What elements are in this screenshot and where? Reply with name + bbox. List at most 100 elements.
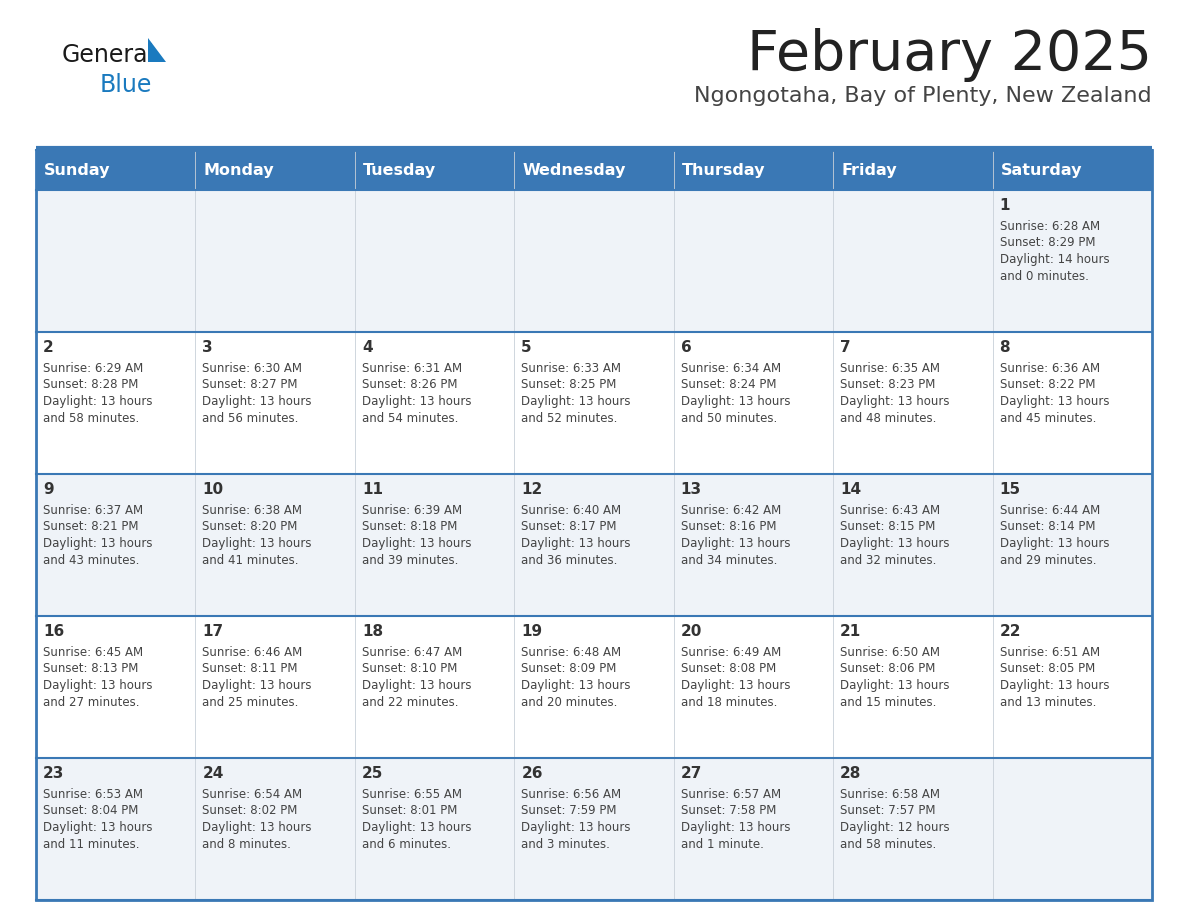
Text: Sunset: 8:27 PM: Sunset: 8:27 PM — [202, 378, 298, 391]
Bar — [36, 150, 1152, 900]
Text: Sunset: 8:16 PM: Sunset: 8:16 PM — [681, 521, 776, 533]
Text: 23: 23 — [43, 766, 64, 781]
Text: Daylight: 13 hours: Daylight: 13 hours — [681, 821, 790, 834]
Text: Sunset: 7:58 PM: Sunset: 7:58 PM — [681, 804, 776, 818]
Text: Daylight: 13 hours: Daylight: 13 hours — [681, 537, 790, 550]
Text: Daylight: 13 hours: Daylight: 13 hours — [362, 821, 472, 834]
Text: and 8 minutes.: and 8 minutes. — [202, 837, 291, 850]
Text: Sunset: 8:21 PM: Sunset: 8:21 PM — [43, 521, 139, 533]
Text: 11: 11 — [362, 482, 383, 497]
Text: and 54 minutes.: and 54 minutes. — [362, 411, 459, 424]
Text: Sunset: 8:08 PM: Sunset: 8:08 PM — [681, 663, 776, 676]
Text: February 2025: February 2025 — [747, 28, 1152, 82]
Text: Daylight: 13 hours: Daylight: 13 hours — [43, 821, 152, 834]
Text: Sunset: 8:10 PM: Sunset: 8:10 PM — [362, 663, 457, 676]
Text: Daylight: 13 hours: Daylight: 13 hours — [840, 537, 949, 550]
Text: 12: 12 — [522, 482, 543, 497]
Text: Sunrise: 6:44 AM: Sunrise: 6:44 AM — [999, 504, 1100, 517]
Text: and 39 minutes.: and 39 minutes. — [362, 554, 459, 566]
Text: and 36 minutes.: and 36 minutes. — [522, 554, 618, 566]
Text: 8: 8 — [999, 340, 1010, 355]
Text: Ngongotaha, Bay of Plenty, New Zealand: Ngongotaha, Bay of Plenty, New Zealand — [694, 86, 1152, 106]
Text: Sunrise: 6:43 AM: Sunrise: 6:43 AM — [840, 504, 940, 517]
Text: Sunset: 8:20 PM: Sunset: 8:20 PM — [202, 521, 298, 533]
Text: Sunrise: 6:49 AM: Sunrise: 6:49 AM — [681, 646, 781, 659]
Text: 24: 24 — [202, 766, 223, 781]
Text: Daylight: 13 hours: Daylight: 13 hours — [681, 395, 790, 408]
Text: and 18 minutes.: and 18 minutes. — [681, 696, 777, 709]
Text: Sunset: 8:22 PM: Sunset: 8:22 PM — [999, 378, 1095, 391]
Text: Daylight: 13 hours: Daylight: 13 hours — [43, 395, 152, 408]
Text: Sunday: Sunday — [44, 162, 110, 177]
Text: 17: 17 — [202, 624, 223, 639]
Text: and 0 minutes.: and 0 minutes. — [999, 270, 1088, 283]
Text: Sunrise: 6:28 AM: Sunrise: 6:28 AM — [999, 220, 1100, 233]
Text: Sunset: 8:13 PM: Sunset: 8:13 PM — [43, 663, 138, 676]
Text: and 58 minutes.: and 58 minutes. — [840, 837, 936, 850]
Text: Sunset: 8:05 PM: Sunset: 8:05 PM — [999, 663, 1095, 676]
Text: and 22 minutes.: and 22 minutes. — [362, 696, 459, 709]
Text: 26: 26 — [522, 766, 543, 781]
Text: Daylight: 13 hours: Daylight: 13 hours — [840, 679, 949, 692]
Text: 28: 28 — [840, 766, 861, 781]
Text: Sunrise: 6:56 AM: Sunrise: 6:56 AM — [522, 788, 621, 801]
Text: Daylight: 13 hours: Daylight: 13 hours — [202, 395, 312, 408]
Text: and 13 minutes.: and 13 minutes. — [999, 696, 1097, 709]
Text: Sunrise: 6:46 AM: Sunrise: 6:46 AM — [202, 646, 303, 659]
Text: Daylight: 13 hours: Daylight: 13 hours — [202, 821, 312, 834]
Text: Blue: Blue — [100, 73, 152, 97]
Text: Sunrise: 6:39 AM: Sunrise: 6:39 AM — [362, 504, 462, 517]
Text: Sunset: 8:02 PM: Sunset: 8:02 PM — [202, 804, 298, 818]
Text: and 11 minutes.: and 11 minutes. — [43, 837, 139, 850]
Text: and 48 minutes.: and 48 minutes. — [840, 411, 936, 424]
Text: 14: 14 — [840, 482, 861, 497]
Text: Sunset: 8:15 PM: Sunset: 8:15 PM — [840, 521, 935, 533]
Text: Sunrise: 6:53 AM: Sunrise: 6:53 AM — [43, 788, 143, 801]
Text: 20: 20 — [681, 624, 702, 639]
Bar — [36, 190, 1152, 332]
Text: Daylight: 13 hours: Daylight: 13 hours — [202, 537, 312, 550]
Bar — [36, 150, 1152, 190]
Text: and 58 minutes.: and 58 minutes. — [43, 411, 139, 424]
Text: and 1 minute.: and 1 minute. — [681, 837, 764, 850]
Text: Sunrise: 6:34 AM: Sunrise: 6:34 AM — [681, 362, 781, 375]
Text: Sunrise: 6:48 AM: Sunrise: 6:48 AM — [522, 646, 621, 659]
Text: Sunrise: 6:35 AM: Sunrise: 6:35 AM — [840, 362, 940, 375]
Text: Sunset: 8:24 PM: Sunset: 8:24 PM — [681, 378, 776, 391]
Text: Sunset: 8:26 PM: Sunset: 8:26 PM — [362, 378, 457, 391]
Text: Sunrise: 6:47 AM: Sunrise: 6:47 AM — [362, 646, 462, 659]
Text: Saturday: Saturday — [1000, 162, 1082, 177]
Text: Sunset: 8:17 PM: Sunset: 8:17 PM — [522, 521, 617, 533]
Text: 21: 21 — [840, 624, 861, 639]
Text: Thursday: Thursday — [682, 162, 765, 177]
Text: Daylight: 13 hours: Daylight: 13 hours — [202, 679, 312, 692]
Text: 2: 2 — [43, 340, 53, 355]
Text: Wednesday: Wednesday — [523, 162, 626, 177]
Text: Sunset: 7:57 PM: Sunset: 7:57 PM — [840, 804, 936, 818]
Text: Sunrise: 6:30 AM: Sunrise: 6:30 AM — [202, 362, 303, 375]
Text: Daylight: 13 hours: Daylight: 13 hours — [681, 679, 790, 692]
Text: Sunrise: 6:57 AM: Sunrise: 6:57 AM — [681, 788, 781, 801]
Text: 27: 27 — [681, 766, 702, 781]
Text: and 32 minutes.: and 32 minutes. — [840, 554, 936, 566]
Text: Sunrise: 6:40 AM: Sunrise: 6:40 AM — [522, 504, 621, 517]
Bar — [36, 616, 1152, 758]
Text: 6: 6 — [681, 340, 691, 355]
Text: Sunset: 8:01 PM: Sunset: 8:01 PM — [362, 804, 457, 818]
Polygon shape — [148, 38, 166, 62]
Text: Daylight: 13 hours: Daylight: 13 hours — [522, 395, 631, 408]
Text: Daylight: 14 hours: Daylight: 14 hours — [999, 253, 1110, 266]
Text: 19: 19 — [522, 624, 543, 639]
Text: General: General — [62, 43, 156, 67]
Text: Sunset: 8:04 PM: Sunset: 8:04 PM — [43, 804, 138, 818]
Text: Sunset: 8:25 PM: Sunset: 8:25 PM — [522, 378, 617, 391]
Text: Sunrise: 6:29 AM: Sunrise: 6:29 AM — [43, 362, 144, 375]
Text: Sunrise: 6:31 AM: Sunrise: 6:31 AM — [362, 362, 462, 375]
Text: and 50 minutes.: and 50 minutes. — [681, 411, 777, 424]
Text: 22: 22 — [999, 624, 1020, 639]
Text: Sunrise: 6:50 AM: Sunrise: 6:50 AM — [840, 646, 940, 659]
Text: Sunrise: 6:38 AM: Sunrise: 6:38 AM — [202, 504, 303, 517]
Text: and 52 minutes.: and 52 minutes. — [522, 411, 618, 424]
Text: and 41 minutes.: and 41 minutes. — [202, 554, 299, 566]
Text: Sunset: 8:09 PM: Sunset: 8:09 PM — [522, 663, 617, 676]
